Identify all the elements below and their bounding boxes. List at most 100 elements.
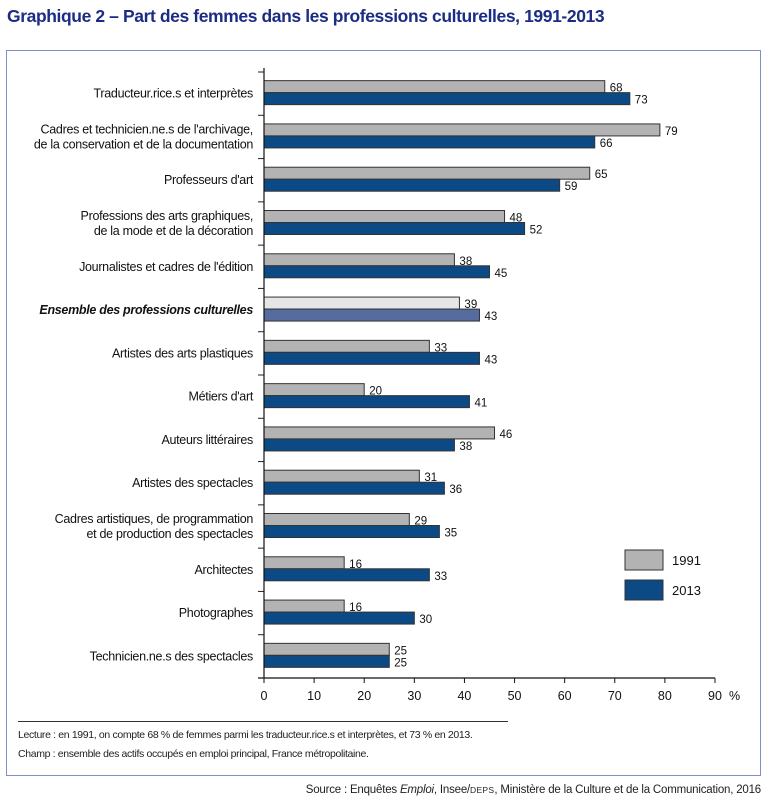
bar-1991-6 [263,339,430,353]
x-tick-label-10: 10 [307,689,321,703]
value-label-2013-11: 33 [434,571,447,583]
value-label-1991-11: 16 [349,559,362,571]
value-label-2013-1: 66 [600,138,613,150]
x-tick-label-30: 30 [407,689,421,703]
value-label-1991-1: 79 [665,126,678,138]
bar-1991-0 [263,80,606,94]
category-label-3: Professions des arts graphiques, de la mo… [81,209,254,238]
x-tick-label-80: 80 [658,689,672,703]
value-label-2013-13: 25 [394,657,407,669]
value-label-2013-5: 43 [484,311,497,323]
category-label-4: Journalistes et cadres de l'édition [79,260,253,274]
source-deps: DEPS [470,785,495,795]
category-label-13: Technicien.ne.s des spectacles [90,649,253,663]
x-tick-label-20: 20 [357,689,371,703]
category-labels-layer: Traducteur.rice.s et interprètes Cadres e… [34,87,254,664]
bars-layer: 68 73 79 66 65 59 48 52 38 45 39 43 33 43 20 41 46 38 31 36… [263,80,678,669]
bar-1991-3 [263,210,506,223]
source-emploi: Emploi [399,784,434,796]
source-prefix: Source : Enquêtes [305,784,400,796]
bar-2013-9 [263,481,445,495]
value-label-1991-12: 16 [349,602,362,614]
bar-1991-10 [263,513,410,526]
bar-1991-12 [263,599,345,613]
legend: 1991 2013 [624,549,701,601]
legend-swatch-2013 [624,579,664,601]
category-label-9: Artistes des spectacles [132,476,253,490]
category-label-5: Ensemble des professions culturelles [39,303,253,317]
x-tick-label-70: 70 [608,689,622,703]
bar-2013-3 [263,222,526,235]
bar-2013-2 [263,178,561,192]
value-label-2013-10: 35 [444,528,457,540]
x-tick-label-50: 50 [508,689,522,703]
source-suffix: , Ministère de la Culture et de la Commu… [494,784,761,796]
value-label-2013-0: 73 [635,95,648,107]
legend-label-1991: 1991 [672,553,701,568]
bar-2013-4 [263,265,490,279]
x-tick-label-40: 40 [457,689,471,703]
bar-1991-13 [263,642,390,656]
x-tick-label-90: 90 [708,689,722,703]
bar-2013-13 [263,654,390,668]
x-tick-label-0: 0 [261,689,268,703]
legend-label-2013: 2013 [672,583,701,598]
bar-2013-10 [263,525,440,538]
note-champ: Champ : ensemble des actifs occupés en e… [18,748,369,760]
bar-1991-2 [263,166,591,180]
value-label-2013-8: 38 [459,441,472,453]
category-label-11: Architectes [194,563,253,577]
bar-1991-9 [263,469,420,483]
value-label-1991-5: 39 [464,299,477,311]
value-label-2013-4: 45 [495,268,508,280]
bar-2013-7 [263,395,470,409]
value-label-1991-2: 65 [595,169,608,181]
value-label-2013-12: 30 [419,614,432,626]
bar-1991-11 [263,556,345,570]
value-label-1991-0: 68 [610,83,623,95]
note-lecture: Lecture : en 1991, on compte 68 % de fem… [18,729,473,741]
category-label-0: Traducteur.rice.s et interprètes [94,87,254,101]
x-tick-label-60: 60 [558,689,572,703]
x-unit-label: % [729,689,740,703]
axis-layer: 0 10 20 30 40 50 60 70 80 90% [258,68,740,703]
bar-1991-8 [263,426,496,440]
bar-2013-11 [263,568,430,582]
category-label-8: Auteurs littéraires [161,433,253,447]
bar-1991-1 [263,123,661,137]
value-label-2013-3: 52 [530,225,543,237]
bar-2013-1 [263,135,596,149]
legend-swatch-1991 [624,549,664,571]
bar-2013-6 [263,351,480,365]
value-label-1991-10: 29 [414,516,427,528]
source-note: Source : Enquêtes Emploi, Insee/DEPS, Mi… [306,784,761,796]
notes-divider [18,721,508,722]
bar-1991-7 [263,383,365,397]
value-label-1991-9: 31 [424,472,437,484]
value-label-1991-6: 33 [434,342,447,354]
bar-2013-12 [263,611,415,625]
value-label-2013-7: 41 [474,398,487,410]
chart-frame [6,50,761,776]
bar-1991-5 [263,296,460,310]
category-label-7: Métiers d'art [189,390,254,404]
value-label-2013-2: 59 [565,181,578,193]
bar-2013-8 [263,438,455,452]
bar-1991-4 [263,253,455,267]
category-label-12: Photographes [179,606,253,620]
bar-2013-5 [263,308,480,322]
value-label-1991-3: 48 [510,213,523,225]
chart-title: Graphique 2 – Part des femmes dans les p… [7,6,605,26]
value-label-1991-4: 38 [459,256,472,268]
category-label-2: Professeurs d'art [164,173,254,187]
category-label-1: Cadres et technicien.ne.s de l'archivage… [34,122,253,151]
category-label-6: Artistes des arts plastiques [112,346,253,360]
value-label-1991-13: 25 [394,645,407,657]
bar-2013-0 [263,92,631,106]
value-label-1991-7: 20 [369,386,382,398]
value-label-2013-6: 43 [484,354,497,366]
value-label-2013-9: 36 [449,484,462,496]
category-label-10: Cadres artistiques, de programmation et d… [55,512,254,541]
value-label-1991-8: 46 [500,429,513,441]
